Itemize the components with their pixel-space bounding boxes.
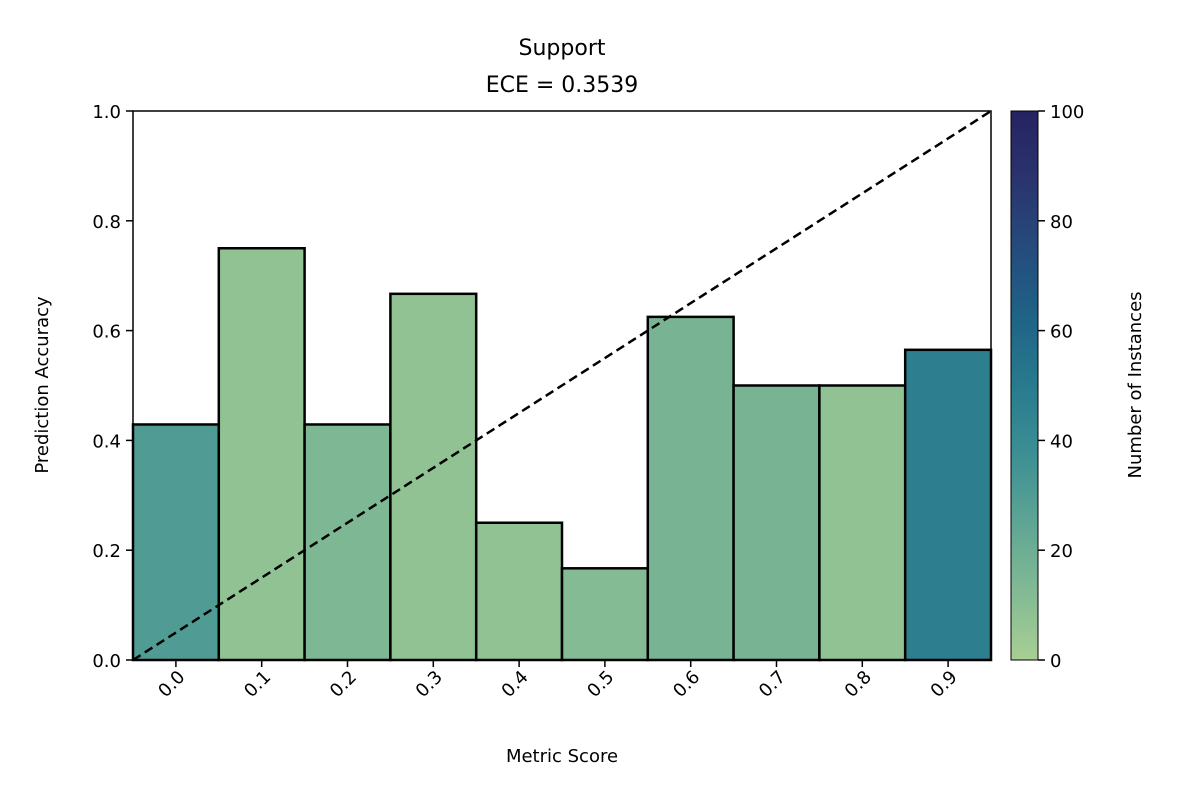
colorbar-tick-label: 0 xyxy=(1050,651,1061,672)
colorbar-label: Number of Instances xyxy=(1125,291,1146,478)
y-axis-label: Prediction Accuracy xyxy=(32,296,53,474)
x-tick-label: 0.8 xyxy=(841,667,876,702)
y-tick-label: 1.0 xyxy=(92,102,121,123)
x-tick-label: 0.3 xyxy=(412,667,447,702)
reference-line xyxy=(132,109,992,662)
y-tick-label: 0.8 xyxy=(92,212,121,233)
colorbar-tick-label: 60 xyxy=(1050,322,1073,343)
bar-0.5 xyxy=(560,567,650,662)
x-tick-label: 0.4 xyxy=(498,667,533,702)
x-tick-label: 0.6 xyxy=(669,667,704,702)
bar-0.4 xyxy=(474,521,564,662)
x-axis-label: Metric Score xyxy=(506,746,618,767)
y-tick-label: 0.0 xyxy=(92,651,121,672)
x-tick-label: 0.2 xyxy=(326,667,361,702)
bar-0.1 xyxy=(217,247,306,662)
bar-0.6 xyxy=(646,315,735,662)
colorbar-tick-label: 100 xyxy=(1050,102,1084,123)
y-tick-label: 0.4 xyxy=(92,431,121,452)
bar-0.8 xyxy=(818,384,907,662)
bar-0.0 xyxy=(131,423,221,662)
colorbar-tick-label: 80 xyxy=(1050,212,1073,233)
colorbar-tick-label: 40 xyxy=(1050,431,1073,452)
x-tick-label: 0.5 xyxy=(583,667,618,702)
chart-subtitle: ECE = 0.3539 xyxy=(486,73,639,98)
bar-0.3 xyxy=(389,292,478,662)
x-axis: 0.0 0.1 0.2 0.3 0.4 0.5 0.6 0.7 0.8 0.9 xyxy=(154,660,962,702)
bar-0.9 xyxy=(903,348,993,662)
colorbar xyxy=(1010,110,1039,661)
bar-0.2 xyxy=(303,423,392,662)
bars-group xyxy=(131,247,993,662)
x-tick-label: 0.1 xyxy=(240,667,275,702)
plot-frame xyxy=(132,110,992,661)
colorbar-axis: 0 20 40 60 80 100 xyxy=(1038,102,1084,672)
y-tick-label: 0.6 xyxy=(92,322,121,343)
y-axis: 0.0 0.2 0.4 0.6 0.8 1.0 xyxy=(92,102,133,672)
x-tick-label: 0.7 xyxy=(755,667,790,702)
x-tick-label: 0.9 xyxy=(927,667,962,702)
colorbar-tick-label: 20 xyxy=(1050,541,1073,562)
y-tick-label: 0.2 xyxy=(92,541,121,562)
bar-0.7 xyxy=(732,384,821,662)
x-tick-label: 0.0 xyxy=(154,667,189,702)
chart-title: Support xyxy=(519,36,606,61)
